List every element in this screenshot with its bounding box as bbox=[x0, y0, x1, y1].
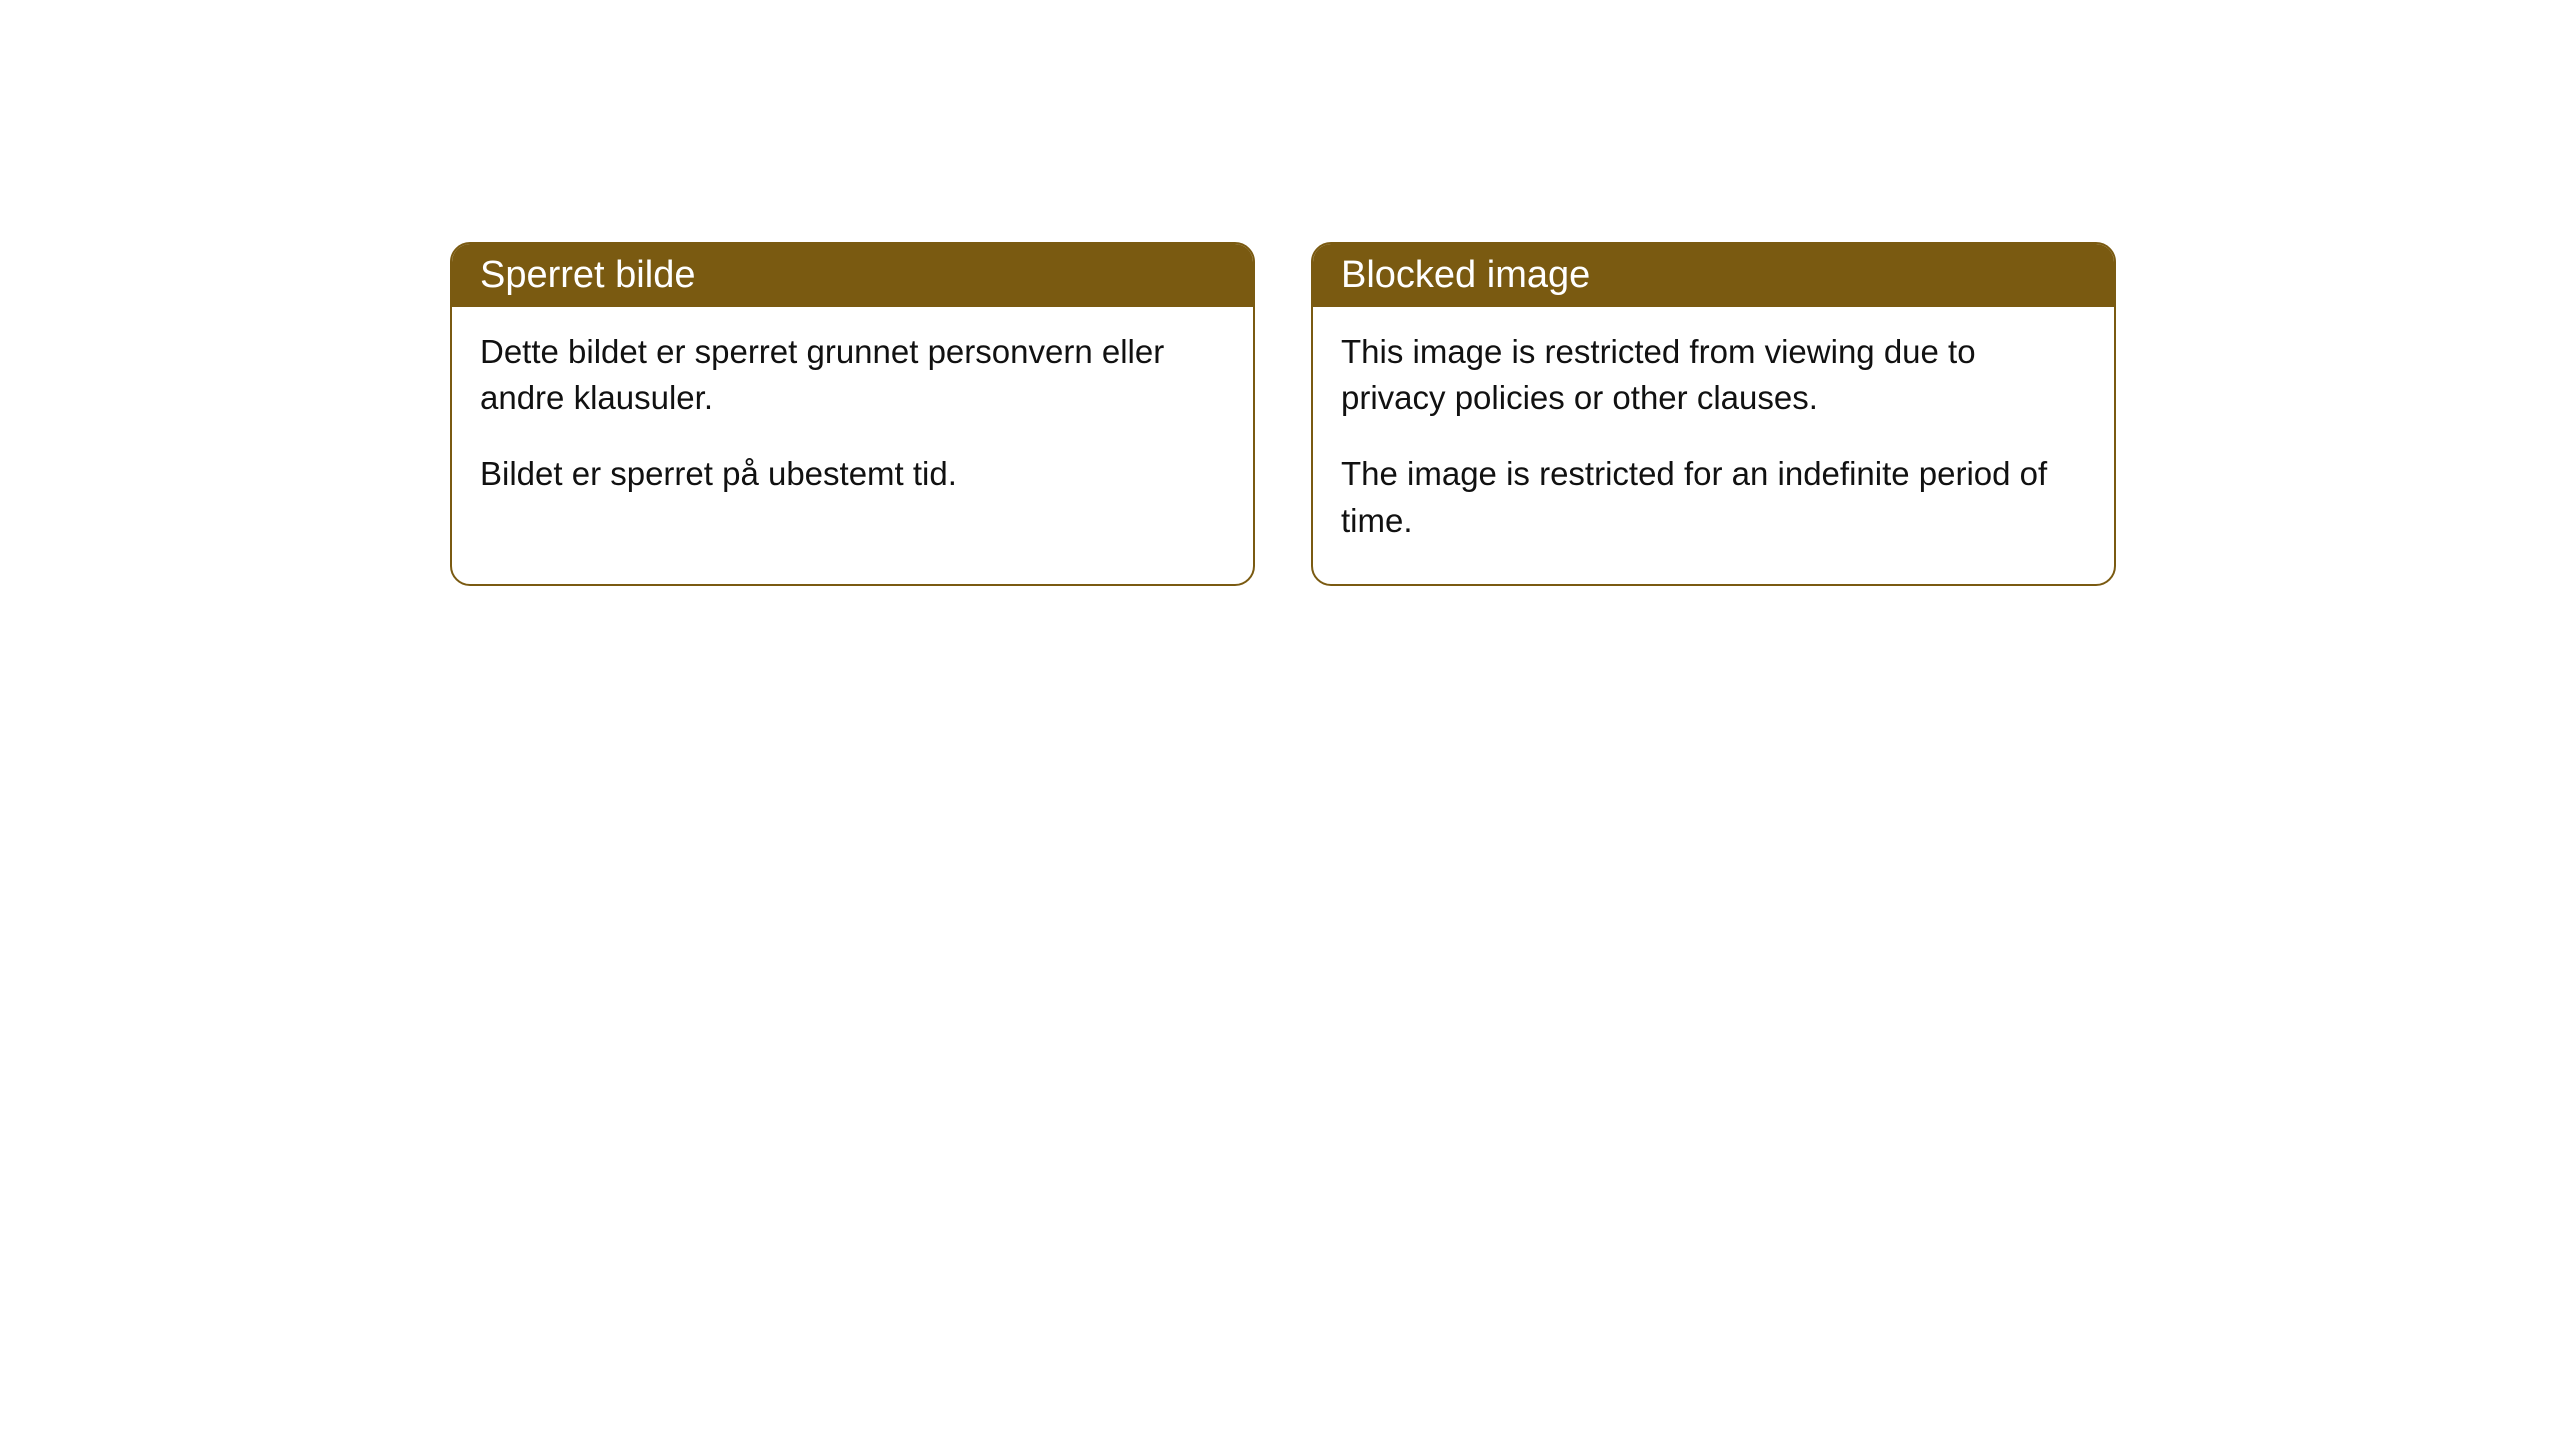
notice-cards-container: Sperret bilde Dette bildet er sperret gr… bbox=[450, 242, 2116, 586]
card-title: Blocked image bbox=[1341, 254, 1590, 296]
card-header: Sperret bilde bbox=[452, 244, 1253, 307]
card-paragraph: Bildet er sperret på ubestemt tid. bbox=[480, 451, 1225, 497]
card-paragraph: This image is restricted from viewing du… bbox=[1341, 329, 2086, 421]
notice-card-english: Blocked image This image is restricted f… bbox=[1311, 242, 2116, 586]
card-paragraph: The image is restricted for an indefinit… bbox=[1341, 451, 2086, 543]
card-header: Blocked image bbox=[1313, 244, 2114, 307]
card-body: Dette bildet er sperret grunnet personve… bbox=[452, 307, 1253, 538]
notice-card-norwegian: Sperret bilde Dette bildet er sperret gr… bbox=[450, 242, 1255, 586]
card-title: Sperret bilde bbox=[480, 254, 695, 296]
card-paragraph: Dette bildet er sperret grunnet personve… bbox=[480, 329, 1225, 421]
card-body: This image is restricted from viewing du… bbox=[1313, 307, 2114, 584]
